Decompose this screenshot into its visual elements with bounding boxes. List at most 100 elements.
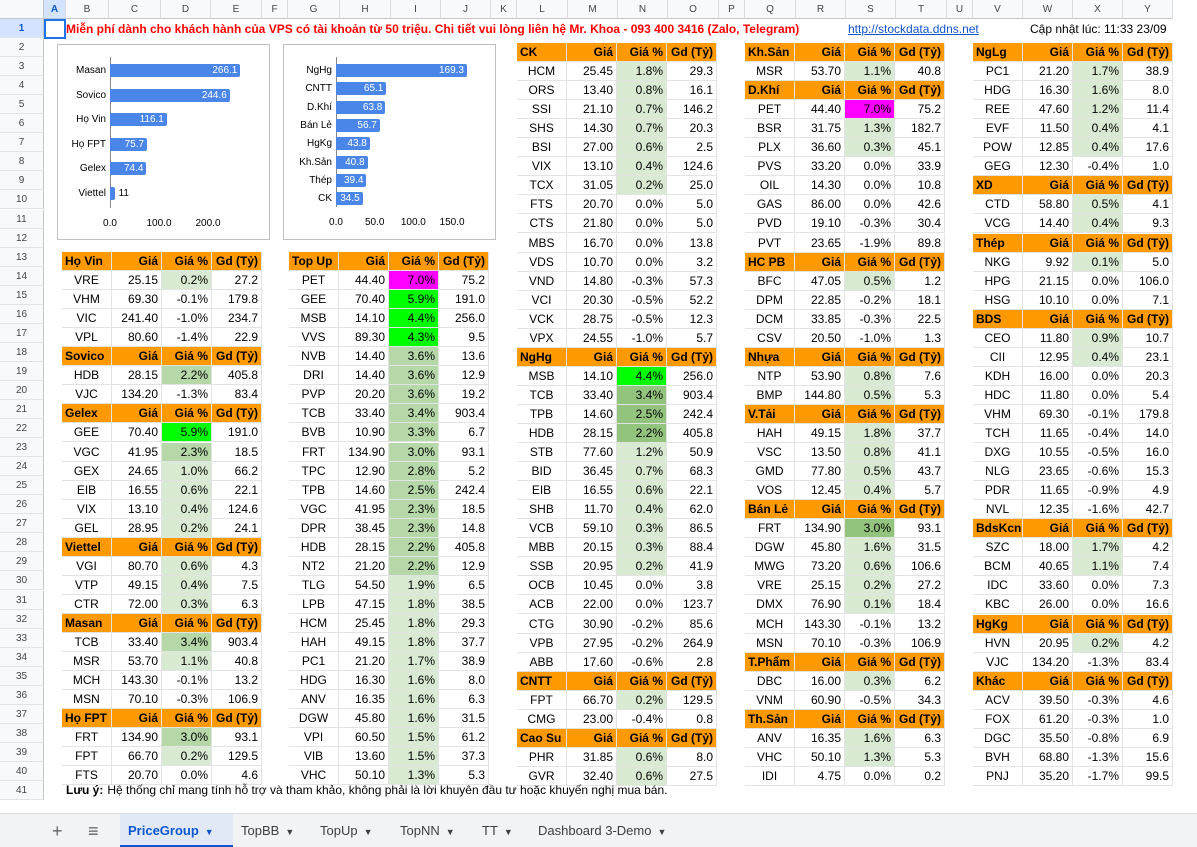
ticker-cell[interactable]: ACB xyxy=(517,595,567,615)
pct-change-cell[interactable]: -0.3% xyxy=(1073,690,1123,710)
price-cell[interactable]: 19.10 xyxy=(795,214,845,234)
price-cell[interactable]: 14.40 xyxy=(1023,214,1073,234)
ticker-cell[interactable]: VCI xyxy=(517,290,567,310)
price-cell[interactable]: 24.55 xyxy=(567,328,617,348)
ticker-cell[interactable]: NTP xyxy=(745,366,795,386)
column-header-X[interactable]: X xyxy=(1073,0,1123,19)
volume-cell[interactable]: 0.8 xyxy=(667,709,717,729)
price-cell[interactable]: 14.10 xyxy=(339,309,389,329)
pct-change-cell[interactable]: 5.9% xyxy=(389,290,439,310)
volume-cell[interactable]: 8.0 xyxy=(439,671,489,691)
pct-change-cell[interactable]: 0.4% xyxy=(617,157,667,177)
pct-change-cell[interactable]: 4.4% xyxy=(617,366,667,386)
volume-cell[interactable]: 31.5 xyxy=(895,538,945,558)
price-cell[interactable]: 16.35 xyxy=(339,690,389,710)
ticker-cell[interactable]: VHM xyxy=(973,404,1023,424)
price-cell[interactable]: 10.70 xyxy=(567,252,617,272)
pct-change-cell[interactable]: 7.0% xyxy=(845,100,895,120)
pct-change-cell[interactable]: 0.0% xyxy=(845,176,895,196)
price-cell[interactable]: 12.45 xyxy=(795,481,845,501)
ticker-cell[interactable]: VHC xyxy=(745,747,795,767)
volume-cell[interactable]: 10.7 xyxy=(1123,328,1173,348)
pct-change-cell[interactable]: -0.9% xyxy=(1073,481,1123,501)
price-cell[interactable]: 25.15 xyxy=(795,576,845,596)
price-cell[interactable]: 134.90 xyxy=(112,728,162,748)
ticker-cell[interactable]: VCG xyxy=(973,214,1023,234)
pct-change-cell[interactable]: 0.5% xyxy=(845,271,895,291)
price-cell[interactable]: 66.70 xyxy=(567,690,617,710)
pct-change-cell[interactable]: 0.2% xyxy=(162,271,212,291)
ticker-cell[interactable]: HCM xyxy=(289,613,339,633)
pct-change-cell[interactable]: -0.1% xyxy=(1073,404,1123,424)
price-cell[interactable]: 25.45 xyxy=(339,613,389,633)
pct-change-cell[interactable]: 1.6% xyxy=(845,538,895,558)
row-header-32[interactable]: 32 xyxy=(0,609,44,629)
pct-change-cell[interactable]: 3.4% xyxy=(617,385,667,405)
pct-change-cell[interactable]: 1.7% xyxy=(1073,538,1123,558)
pct-change-cell[interactable]: 1.9% xyxy=(389,575,439,595)
ticker-cell[interactable]: BMP xyxy=(745,385,795,405)
volume-cell[interactable]: 4.1 xyxy=(1123,119,1173,139)
price-cell[interactable]: 86.00 xyxy=(795,195,845,215)
ticker-cell[interactable]: VIC xyxy=(62,309,112,329)
pct-change-cell[interactable]: 3.4% xyxy=(162,633,212,652)
pct-change-cell[interactable]: 0.2% xyxy=(162,747,212,767)
pct-change-cell[interactable]: 1.1% xyxy=(845,62,895,82)
ticker-cell[interactable]: CTR xyxy=(62,594,112,614)
volume-cell[interactable]: 6.5 xyxy=(439,575,489,595)
volume-cell[interactable]: 38.9 xyxy=(439,652,489,672)
column-header-Y[interactable]: Y xyxy=(1123,0,1173,19)
selected-cell-a1[interactable] xyxy=(44,19,66,39)
ticker-cell[interactable]: MSR xyxy=(62,652,112,672)
pct-change-cell[interactable]: 1.1% xyxy=(162,652,212,672)
volume-cell[interactable]: 86.5 xyxy=(667,519,717,539)
volume-cell[interactable]: 27.2 xyxy=(895,576,945,596)
volume-cell[interactable]: 16.6 xyxy=(1123,595,1173,615)
pct-change-cell[interactable]: 0.0% xyxy=(845,195,895,215)
price-cell[interactable]: 20.70 xyxy=(112,766,162,786)
row-header-6[interactable]: 6 xyxy=(0,114,44,134)
price-cell[interactable]: 26.00 xyxy=(1023,595,1073,615)
pct-change-cell[interactable]: -0.3% xyxy=(162,690,212,710)
ticker-cell[interactable]: BCM xyxy=(973,557,1023,577)
ticker-cell[interactable]: VPL xyxy=(62,328,112,348)
price-cell[interactable]: 20.70 xyxy=(567,195,617,215)
price-cell[interactable]: 11.80 xyxy=(1023,385,1073,405)
price-cell[interactable]: 73.20 xyxy=(795,557,845,577)
price-cell[interactable]: 58.80 xyxy=(1023,195,1073,215)
ticker-cell[interactable]: DPM xyxy=(745,290,795,310)
ticker-cell[interactable]: STB xyxy=(517,443,567,463)
pct-change-cell[interactable]: 1.7% xyxy=(1073,62,1123,82)
price-cell[interactable]: 12.85 xyxy=(1023,138,1073,158)
ticker-cell[interactable]: MSN xyxy=(62,690,112,710)
price-cell[interactable]: 36.45 xyxy=(567,462,617,482)
pct-change-cell[interactable]: -0.5% xyxy=(845,690,895,710)
volume-cell[interactable]: 242.4 xyxy=(667,404,717,424)
pct-change-cell[interactable]: 0.4% xyxy=(162,499,212,519)
price-cell[interactable]: 20.95 xyxy=(1023,633,1073,653)
volume-cell[interactable]: 6.9 xyxy=(1123,728,1173,748)
ticker-cell[interactable]: CSV xyxy=(745,328,795,348)
column-header-P[interactable]: P xyxy=(719,0,745,19)
ticker-cell[interactable]: HDG xyxy=(289,671,339,691)
volume-cell[interactable]: 20.3 xyxy=(667,119,717,139)
sheet-tab-tt[interactable]: TT ▼ xyxy=(474,814,530,847)
volume-cell[interactable]: 6.3 xyxy=(439,690,489,710)
volume-cell[interactable]: 88.4 xyxy=(667,538,717,558)
ticker-cell[interactable]: PVT xyxy=(745,233,795,253)
ticker-cell[interactable]: FTS xyxy=(517,195,567,215)
column-header-C[interactable]: C xyxy=(109,0,161,19)
pct-change-cell[interactable]: 3.4% xyxy=(389,404,439,424)
ticker-cell[interactable]: OIL xyxy=(745,176,795,196)
column-header-L[interactable]: L xyxy=(517,0,568,19)
row-header-11[interactable]: 11 xyxy=(0,209,44,229)
pct-change-cell[interactable]: 3.6% xyxy=(389,347,439,367)
ticker-cell[interactable]: VND xyxy=(517,271,567,291)
price-cell[interactable]: 11.65 xyxy=(1023,481,1073,501)
price-cell[interactable]: 20.95 xyxy=(567,557,617,577)
pct-change-cell[interactable]: 1.7% xyxy=(389,652,439,672)
pct-change-cell[interactable]: 3.0% xyxy=(845,519,895,539)
price-cell[interactable]: 25.15 xyxy=(112,271,162,291)
price-cell[interactable]: 49.15 xyxy=(339,633,389,652)
price-cell[interactable]: 14.40 xyxy=(339,366,389,386)
